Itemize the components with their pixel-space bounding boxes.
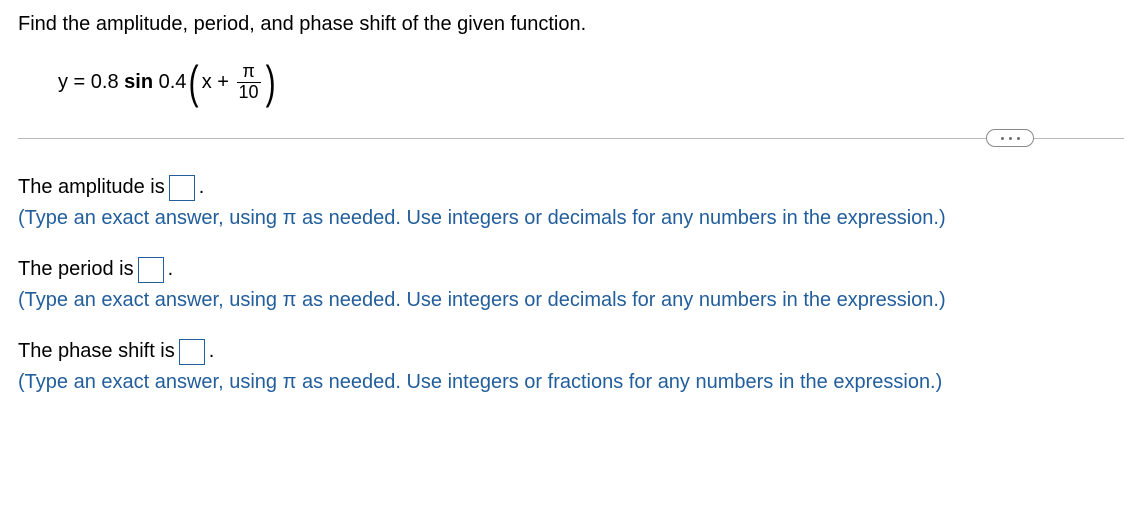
dot-icon (1017, 137, 1020, 140)
eq-coef-a: 0.8 (91, 71, 124, 94)
eq-lhs: y = (58, 71, 91, 94)
amplitude-hint: (Type an exact answer, using π as needed… (18, 203, 1124, 234)
divider-line (18, 138, 1124, 139)
left-paren-icon: ( (189, 59, 199, 105)
eq-inside-left: x + (202, 71, 235, 94)
amplitude-label-post: . (199, 172, 205, 203)
amplitude-input[interactable] (169, 175, 195, 201)
answer-block-phase-shift: The phase shift is . (Type an exact answ… (18, 336, 1124, 398)
more-options-button[interactable] (986, 129, 1034, 147)
period-label-post: . (168, 254, 174, 285)
phase-shift-label-post: . (209, 336, 215, 367)
question-text: Find the amplitude, period, and phase sh… (18, 10, 1124, 38)
dot-icon (1009, 137, 1012, 140)
eq-fraction: π 10 (237, 62, 261, 103)
equation: y = 0.8 sin 0.4 ( x + π 10 ) (18, 56, 1124, 108)
amplitude-label-pre: The amplitude is (18, 172, 165, 203)
eq-frac-den: 10 (237, 82, 261, 103)
phase-shift-hint: (Type an exact answer, using π as needed… (18, 367, 1124, 398)
eq-frac-num: π (240, 62, 256, 82)
right-paren-icon: ) (265, 59, 275, 105)
answer-block-period: The period is . (Type an exact answer, u… (18, 254, 1124, 316)
phase-shift-input[interactable] (179, 339, 205, 365)
period-hint: (Type an exact answer, using π as needed… (18, 285, 1124, 316)
eq-paren-group: ( x + π 10 ) (186, 56, 277, 108)
phase-shift-label-pre: The phase shift is (18, 336, 175, 367)
period-input[interactable] (138, 257, 164, 283)
period-label-pre: The period is (18, 254, 134, 285)
eq-coef-b: 0.4 (159, 71, 187, 94)
answer-block-amplitude: The amplitude is . (Type an exact answer… (18, 172, 1124, 234)
eq-func: sin (124, 71, 158, 94)
section-divider (18, 126, 1124, 150)
dot-icon (1001, 137, 1004, 140)
